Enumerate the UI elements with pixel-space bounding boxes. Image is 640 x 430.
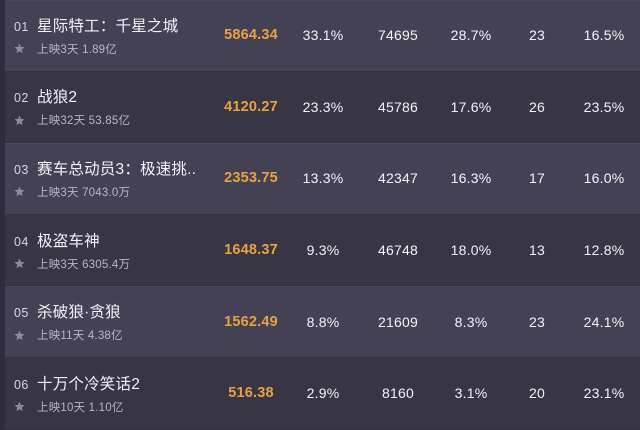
box-office-cell: 516.38: [216, 384, 286, 402]
attendance-count: 17: [529, 170, 545, 187]
box-office-cell: 5864.34: [216, 26, 286, 44]
movie-release-info: 上映10天 1.10亿: [37, 401, 124, 414]
movie-title-line: 01 星际特工：千星之城: [14, 14, 216, 36]
sessions-percent: 28.7%: [450, 27, 492, 44]
movie-release-info: 上映3天 6305.4万: [37, 258, 131, 271]
table-row[interactable]: 05 杀破狼·贪狼 上映11天 4.38亿 1562.49 8.8% 21609…: [0, 286, 640, 358]
box-office-value: 4120.27: [224, 98, 278, 115]
movie-subtitle-line: 上映3天 1.89亿: [14, 41, 216, 57]
attendance-percent: 12.8%: [583, 242, 625, 259]
box-office-percent: 8.8%: [306, 313, 340, 330]
attendance-percent: 23.5%: [583, 98, 625, 115]
sessions-percent: 3.1%: [454, 385, 488, 402]
movie-subtitle-line: 上映32天 53.85亿: [14, 112, 216, 128]
rank-number: 06: [14, 377, 29, 392]
box-office-value: 1562.49: [224, 313, 278, 330]
sessions-count: 46748: [378, 242, 418, 259]
box-office-value: 2353.75: [224, 170, 278, 187]
movie-name: 赛车总动员3：极速挑..: [37, 160, 197, 178]
movie-title-cell[interactable]: 01 星际特工：千星之城 上映3天 1.89亿: [0, 14, 216, 57]
movie-title-cell[interactable]: 06 十万个冷笑话2 上映10天 1.10亿: [0, 372, 216, 415]
sessions-percent: 17.6%: [450, 98, 492, 115]
movie-title-cell[interactable]: 02 战狼2 上映32天 53.85亿: [0, 85, 216, 128]
movie-title-cell[interactable]: 04 极盗车神 上映3天 6305.4万: [0, 229, 216, 272]
table-row[interactable]: 06 十万个冷笑话2 上映10天 1.10亿 516.38 2.9% 8160 …: [0, 357, 640, 430]
table-row[interactable]: 04 极盗车神 上映3天 6305.4万 1648.37 9.3% 46748 …: [0, 214, 640, 287]
box-office-value: 1648.37: [224, 242, 278, 259]
movie-title-line: 05 杀破狼·贪狼: [14, 300, 216, 322]
movie-name: 星际特工：千星之城: [37, 17, 179, 35]
star-icon: [14, 258, 37, 269]
sessions-count: 74695: [378, 27, 418, 44]
table-row[interactable]: 01 星际特工：千星之城 上映3天 1.89亿 5864.34 33.1% 74…: [0, 0, 640, 72]
attendance-percent: 24.1%: [583, 313, 625, 330]
attendance-count: 26: [529, 98, 545, 115]
attendance-count: 13: [529, 242, 545, 259]
table-row[interactable]: 02 战狼2 上映32天 53.85亿 4120.27 23.3% 45786 …: [0, 71, 640, 144]
movie-subtitle-line: 上映3天 7043.0万: [14, 184, 216, 200]
sessions-percent: 18.0%: [450, 242, 492, 259]
star-icon: [14, 115, 37, 126]
sessions-count: 8160: [382, 385, 414, 402]
box-office-percent: 23.3%: [302, 98, 344, 115]
movie-name: 十万个冷笑话2: [37, 375, 141, 393]
rank-number: 01: [14, 19, 29, 34]
movie-title-line: 02 战狼2: [14, 85, 216, 107]
movie-subtitle-line: 上映10天 1.10亿: [14, 399, 216, 415]
box-office-value: 516.38: [228, 385, 274, 402]
movie-title-cell[interactable]: 05 杀破狼·贪狼 上映11天 4.38亿: [0, 300, 216, 343]
rank-number: 03: [14, 162, 29, 177]
movie-release-info: 上映3天 1.89亿: [37, 43, 117, 56]
box-office-percent: 13.3%: [302, 170, 344, 187]
sessions-percent: 16.3%: [450, 170, 492, 187]
movie-title-line: 06 十万个冷笑话2: [14, 372, 216, 394]
box-office-percent: 9.3%: [306, 242, 340, 259]
movie-name: 战狼2: [37, 89, 78, 107]
star-icon: [14, 43, 37, 54]
sessions-percent: 8.3%: [454, 313, 488, 330]
movie-title-line: 03 赛车总动员3：极速挑..: [14, 157, 216, 179]
attendance-percent: 16.5%: [583, 27, 625, 44]
rank-number: 02: [14, 91, 29, 106]
box-office-percent: 2.9%: [306, 385, 340, 402]
box-office-cell: 1562.49: [216, 313, 286, 331]
movie-release-info: 上映11天 4.38亿: [37, 330, 123, 343]
movie-title-line: 04 极盗车神: [14, 229, 216, 251]
movie-subtitle-line: 上映3天 6305.4万: [14, 256, 216, 272]
rank-number: 05: [14, 306, 29, 321]
attendance-count: 20: [529, 385, 545, 402]
movie-title-cell[interactable]: 03 赛车总动员3：极速挑.. 上映3天 7043.0万: [0, 157, 216, 200]
box-office-cell: 4120.27: [216, 98, 286, 116]
star-icon: [14, 401, 37, 412]
movie-name: 杀破狼·贪狼: [37, 304, 121, 322]
rank-number: 04: [14, 234, 29, 249]
left-edge-strip: [0, 0, 5, 430]
box-office-percent: 33.1%: [302, 27, 344, 44]
sessions-count: 42347: [378, 170, 418, 187]
attendance-count: 23: [529, 313, 545, 330]
table-row[interactable]: 03 赛车总动员3：极速挑.. 上映3天 7043.0万 2353.75 13.…: [0, 143, 640, 215]
sessions-count: 21609: [378, 313, 418, 330]
star-icon: [14, 330, 37, 341]
movie-subtitle-line: 上映11天 4.38亿: [14, 327, 216, 343]
movie-release-info: 上映32天 53.85亿: [37, 115, 131, 128]
attendance-percent: 16.0%: [583, 170, 625, 187]
star-icon: [14, 186, 37, 197]
movie-release-info: 上映3天 7043.0万: [37, 186, 131, 199]
movie-name: 极盗车神: [37, 232, 100, 250]
box-office-cell: 1648.37: [216, 241, 286, 259]
attendance-count: 23: [529, 27, 545, 44]
box-office-cell: 2353.75: [216, 169, 286, 187]
sessions-count: 45786: [378, 98, 418, 115]
box-office-value: 5864.34: [224, 27, 278, 44]
attendance-percent: 23.1%: [583, 385, 625, 402]
